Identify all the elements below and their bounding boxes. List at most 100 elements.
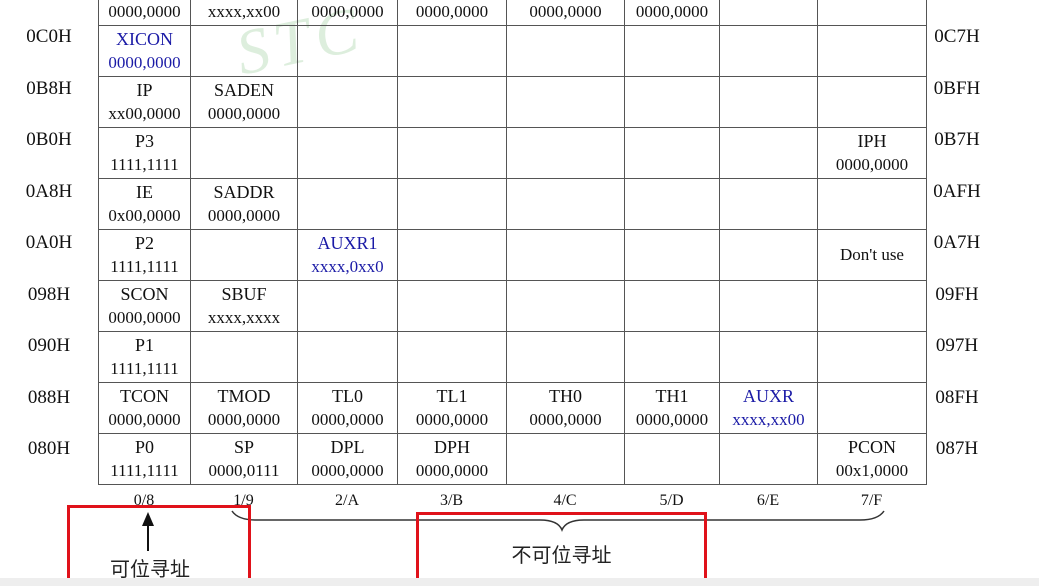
register-name: IE bbox=[136, 182, 153, 202]
sfr-cell bbox=[817, 382, 927, 434]
sfr-cell bbox=[719, 25, 818, 77]
sfr-cell: P2 1111,1111 bbox=[98, 229, 191, 281]
right-address-label: 0B7H bbox=[934, 129, 980, 150]
register-name: AUXR1 bbox=[317, 233, 378, 253]
sfr-cell bbox=[506, 280, 625, 332]
sfr-cell: 0000,0000 bbox=[624, 0, 720, 26]
reset-value bbox=[507, 103, 624, 127]
sfr-row: P1 1111,1111 bbox=[98, 331, 927, 383]
register-name bbox=[625, 128, 719, 154]
sfr-cell: 0000,0000 bbox=[506, 0, 625, 26]
register-name bbox=[720, 26, 817, 52]
reset-value: 1111,1111 bbox=[110, 359, 179, 378]
reset-value bbox=[625, 103, 719, 127]
register-name bbox=[818, 179, 926, 205]
sfr-table: 0000,0000 xxxx,xx00 0000,0000 0000,0000 0000… bbox=[98, 0, 927, 485]
sfr-cell bbox=[624, 76, 720, 128]
register-name bbox=[398, 179, 506, 205]
sfr-cell bbox=[506, 331, 625, 383]
sfr-cell: TL1 0000,0000 bbox=[397, 382, 507, 434]
reset-value bbox=[398, 205, 506, 229]
register-name: SP bbox=[233, 437, 255, 457]
reset-value: 0x00,0000 bbox=[108, 206, 181, 225]
right-address-label: 087H bbox=[935, 438, 979, 459]
sfr-cell bbox=[817, 331, 927, 383]
sfr-cell: TH1 0000,0000 bbox=[624, 382, 720, 434]
sfr-cell bbox=[624, 25, 720, 77]
register-name bbox=[818, 26, 926, 52]
left-address-label: 088H bbox=[27, 386, 71, 408]
register-name: P3 bbox=[134, 131, 154, 151]
register-name bbox=[298, 26, 397, 52]
reset-value: 1111,1111 bbox=[110, 155, 179, 174]
sfr-cell: xxxx,xx00 bbox=[190, 0, 298, 26]
left-address-label: 080H bbox=[27, 438, 71, 459]
register-name bbox=[507, 26, 624, 52]
register-name bbox=[298, 128, 397, 154]
reset-value: 1111,1111 bbox=[110, 257, 179, 276]
register-name bbox=[507, 230, 624, 256]
left-address-label: 0A0H bbox=[25, 232, 73, 253]
sfr-cell bbox=[190, 25, 298, 77]
sfr-cell bbox=[190, 229, 298, 281]
reset-value: 0000,0000 bbox=[108, 308, 181, 327]
reset-value: 0000,0000 bbox=[311, 410, 384, 429]
sfr-cell bbox=[506, 127, 625, 179]
register-name bbox=[818, 383, 926, 409]
register-name: P2 bbox=[134, 233, 154, 253]
register-name bbox=[625, 434, 719, 460]
sfr-cell bbox=[719, 229, 818, 281]
reset-value bbox=[507, 154, 624, 178]
sfr-row: XICON 0000,0000 bbox=[98, 25, 927, 77]
reset-value bbox=[507, 205, 624, 229]
register-name: TH1 bbox=[655, 386, 689, 406]
sfr-cell: SADDR 0000,0000 bbox=[190, 178, 298, 230]
reset-value: 0000,0000 bbox=[415, 410, 489, 429]
sfr-cell bbox=[190, 331, 298, 383]
reset-value bbox=[625, 52, 719, 76]
register-name bbox=[298, 281, 397, 307]
reset-value: 0000,0000 bbox=[108, 410, 181, 429]
column-offset-label: 4/C bbox=[553, 492, 577, 509]
register-name: SCON bbox=[120, 284, 169, 304]
sfr-cell: TL0 0000,0000 bbox=[297, 382, 398, 434]
register-name: SADDR bbox=[213, 182, 275, 202]
right-address-label: 0A7H bbox=[933, 232, 981, 253]
reset-value: 0000,0000 bbox=[108, 2, 181, 21]
sfr-cell bbox=[719, 178, 818, 230]
sfr-cell bbox=[397, 76, 507, 128]
sfr-cell: AUXR1 xxxx,0xx0 bbox=[297, 229, 398, 281]
sfr-row: IP xx00,0000 SADEN 0000,0000 bbox=[98, 76, 927, 128]
sfr-cell: SBUF xxxx,xxxx bbox=[190, 280, 298, 332]
register-name bbox=[398, 26, 506, 52]
sfr-row: SCON 0000,0000 SBUF xxxx,xxxx bbox=[98, 280, 927, 332]
sfr-cell: P1 1111,1111 bbox=[98, 331, 191, 383]
register-name bbox=[625, 77, 719, 103]
left-address-label: 0C0H bbox=[26, 26, 72, 47]
sfr-cell: SCON 0000,0000 bbox=[98, 280, 191, 332]
sfr-cell bbox=[719, 280, 818, 332]
register-name bbox=[818, 332, 926, 358]
sfr-cell: SADEN 0000,0000 bbox=[190, 76, 298, 128]
left-address-label: 0B8H bbox=[26, 77, 72, 99]
sfr-cell bbox=[624, 229, 720, 281]
register-name: IP bbox=[136, 80, 153, 100]
reset-value bbox=[818, 103, 926, 127]
register-name: TH0 bbox=[549, 386, 582, 406]
register-name bbox=[398, 128, 506, 154]
register-name bbox=[398, 332, 506, 358]
register-name bbox=[191, 332, 297, 358]
reset-value: xxxx,xx00 bbox=[732, 410, 805, 429]
reset-value: 0000,0000 bbox=[415, 461, 489, 480]
reset-value bbox=[818, 358, 926, 382]
reset-value bbox=[625, 460, 719, 484]
sfr-cell bbox=[506, 229, 625, 281]
register-name: TL1 bbox=[436, 386, 468, 406]
register-name: AUXR bbox=[742, 386, 794, 406]
sfr-cell: P0 1111,1111 bbox=[98, 433, 191, 485]
reset-value: 0000,0000 bbox=[311, 461, 384, 480]
reset-value: 0000,0000 bbox=[311, 2, 384, 21]
reset-value bbox=[720, 52, 817, 76]
reset-value: 1111,1111 bbox=[110, 461, 179, 480]
